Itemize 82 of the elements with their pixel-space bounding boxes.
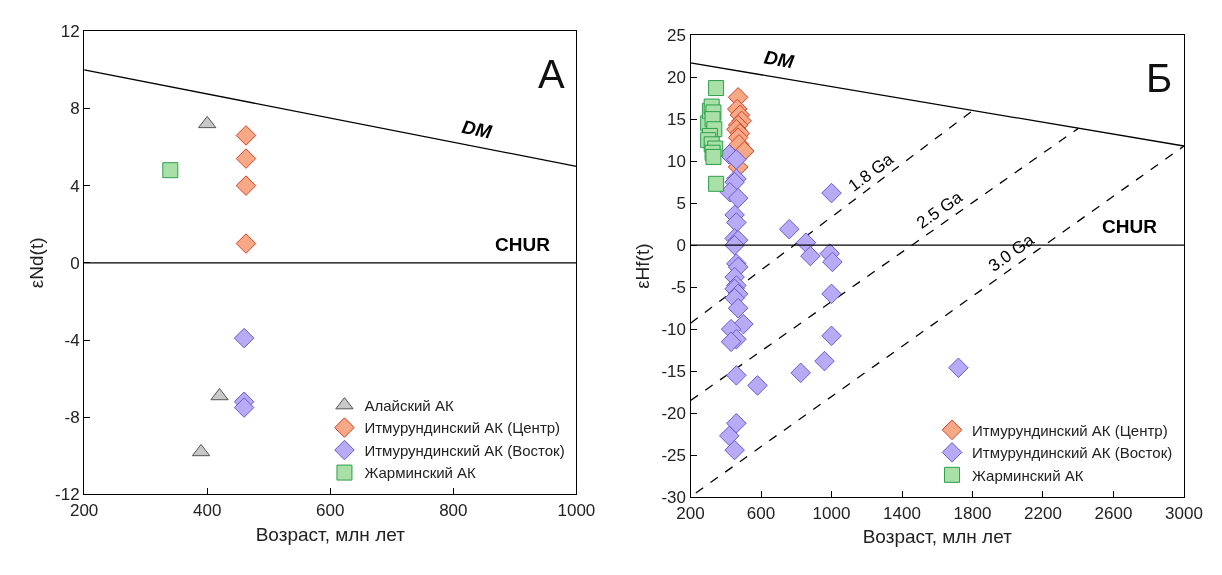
legend-label: Итмурундинский АК (Восток) [364, 441, 565, 459]
legend-label: Жарминский АК [972, 466, 1084, 484]
point [821, 283, 842, 305]
y-tick-label: 5 [676, 194, 687, 214]
text: Б [1146, 56, 1173, 100]
point [726, 365, 747, 386]
y-tick-label: -5 [670, 278, 687, 298]
y-tick-label: -15 [661, 362, 687, 382]
point [726, 212, 747, 233]
y-tick-label: 0 [70, 253, 80, 273]
point [708, 175, 725, 192]
point [726, 149, 747, 170]
text: DM [460, 116, 495, 143]
y-tick-label: -25 [661, 446, 687, 466]
y-axis-title: εNd(t) [25, 237, 47, 289]
text: А [538, 52, 565, 96]
point [720, 331, 742, 352]
legend-label: Итмурундинский АК (Центр) [364, 419, 561, 437]
point [233, 327, 255, 349]
y-tick-label: -4 [64, 330, 80, 350]
point [191, 443, 211, 457]
legend-label: Алайский АК [364, 396, 454, 414]
y-tick-label: -8 [64, 408, 80, 428]
y-tick-label: 4 [70, 176, 80, 196]
point [814, 350, 835, 372]
x-tick-label: 3000 [1165, 503, 1203, 523]
ref-line-label: CHUR [495, 234, 551, 255]
x-tick-label: 400 [193, 500, 222, 520]
legend-label: Итмурундинский АК (Восток) [972, 444, 1173, 462]
text: DM [762, 46, 797, 73]
legend-label: Итмурундинский АК (Центр) [972, 421, 1168, 439]
point [727, 187, 749, 209]
point [235, 233, 257, 254]
point [800, 245, 821, 267]
point [724, 439, 745, 461]
point [235, 148, 257, 169]
y-tick-label: 8 [70, 99, 80, 119]
y-tick-label: 12 [60, 22, 80, 42]
ref-line-label: CHUR [1102, 216, 1158, 237]
x-tick-label: 1400 [883, 503, 921, 523]
point [727, 297, 749, 319]
point [778, 218, 800, 240]
x-tick-label: 1000 [557, 500, 596, 520]
point [198, 115, 217, 129]
point [233, 397, 255, 418]
point [235, 125, 257, 146]
point [235, 175, 257, 196]
point [821, 182, 842, 204]
point [790, 362, 811, 384]
point [724, 234, 745, 256]
y-tick-label: 0 [676, 236, 687, 256]
point [733, 313, 754, 335]
point [210, 387, 229, 401]
x-tick-label: 2200 [1024, 503, 1062, 523]
x-axis-title: Возраст, млн лет [862, 526, 1013, 548]
point [948, 357, 969, 379]
point [747, 375, 768, 396]
point [821, 325, 842, 347]
point [705, 148, 722, 165]
x-tick-label: 2600 [1094, 503, 1133, 523]
y-tick-label: -20 [661, 404, 687, 424]
x-tick-label: 1000 [812, 503, 851, 523]
x-axis-title: Возраст, млн лет [255, 523, 406, 545]
point [719, 425, 740, 447]
point [162, 162, 179, 179]
y-tick-label: 10 [667, 152, 687, 172]
y-tick-label: 15 [667, 110, 687, 130]
point [708, 80, 725, 97]
y-tick-label: -10 [661, 320, 687, 340]
text: 3.0 Ga [985, 229, 1039, 276]
y-tick-label: 20 [667, 68, 687, 88]
point [822, 251, 843, 273]
point [726, 412, 747, 434]
y-axis-title: εHf(t) [632, 243, 654, 289]
text: 2.5 Ga [913, 187, 967, 233]
x-tick-label: 800 [439, 500, 468, 520]
text: 1.8 Ga [844, 149, 898, 196]
y-tick-label: 25 [667, 26, 687, 46]
legend-label: Жарминский АК [364, 464, 477, 482]
x-tick-label: 600 [316, 500, 345, 520]
x-tick-label: 600 [746, 503, 776, 523]
x-tick-label: 1800 [953, 503, 992, 523]
